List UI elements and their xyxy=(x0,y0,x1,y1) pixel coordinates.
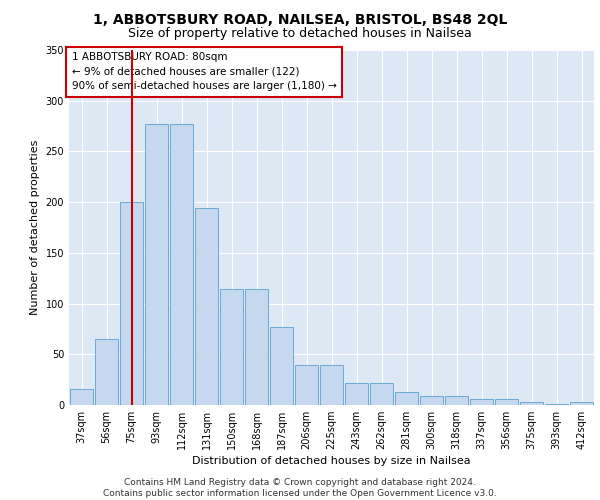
Text: 1, ABBOTSBURY ROAD, NAILSEA, BRISTOL, BS48 2QL: 1, ABBOTSBURY ROAD, NAILSEA, BRISTOL, BS… xyxy=(93,12,507,26)
Bar xyxy=(70,389,93,405)
Bar xyxy=(420,396,443,405)
Bar xyxy=(545,404,568,405)
Y-axis label: Number of detached properties: Number of detached properties xyxy=(30,140,40,315)
Bar xyxy=(270,327,293,405)
Bar xyxy=(520,402,543,405)
Bar xyxy=(120,202,143,405)
Bar xyxy=(145,124,168,405)
X-axis label: Distribution of detached houses by size in Nailsea: Distribution of detached houses by size … xyxy=(192,456,471,466)
Bar xyxy=(295,366,318,405)
Bar xyxy=(395,392,418,405)
Bar xyxy=(370,382,393,405)
Text: Contains HM Land Registry data © Crown copyright and database right 2024.
Contai: Contains HM Land Registry data © Crown c… xyxy=(103,478,497,498)
Bar xyxy=(570,402,593,405)
Bar xyxy=(170,124,193,405)
Text: Size of property relative to detached houses in Nailsea: Size of property relative to detached ho… xyxy=(128,28,472,40)
Text: 1 ABBOTSBURY ROAD: 80sqm
← 9% of detached houses are smaller (122)
90% of semi-d: 1 ABBOTSBURY ROAD: 80sqm ← 9% of detache… xyxy=(71,52,337,92)
Bar xyxy=(95,339,118,405)
Bar xyxy=(345,382,368,405)
Bar xyxy=(220,290,243,405)
Bar xyxy=(245,290,268,405)
Bar xyxy=(320,366,343,405)
Bar xyxy=(495,399,518,405)
Bar xyxy=(445,396,468,405)
Bar xyxy=(195,208,218,405)
Bar xyxy=(470,399,493,405)
